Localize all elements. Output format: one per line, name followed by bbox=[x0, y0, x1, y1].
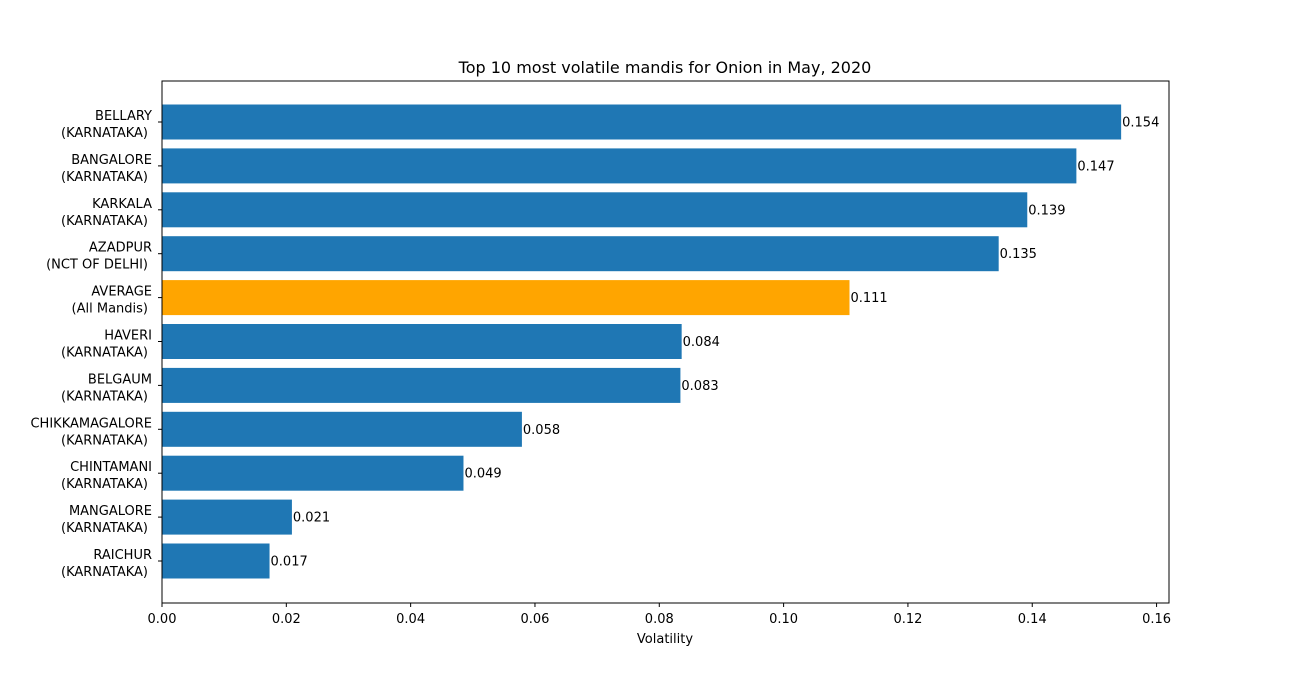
y-tick-sublabel: (All Mandis) bbox=[72, 302, 148, 317]
bar-value-label: 0.084 bbox=[683, 335, 720, 350]
y-tick-label: RAICHUR bbox=[93, 548, 152, 563]
bar-value-label: 0.147 bbox=[1077, 159, 1114, 174]
bar bbox=[162, 367, 681, 403]
y-tick-sublabel: (KARNATAKA) bbox=[61, 521, 148, 536]
y-tick-label: BANGALORE bbox=[71, 153, 152, 168]
x-tick-label: 0.02 bbox=[272, 612, 301, 627]
bar bbox=[162, 455, 464, 491]
bar-value-label: 0.154 bbox=[1122, 116, 1159, 131]
y-tick-sublabel: (KARNATAKA) bbox=[61, 433, 148, 448]
bar-value-label: 0.139 bbox=[1028, 203, 1065, 218]
bar bbox=[162, 236, 999, 272]
bar bbox=[162, 324, 682, 359]
bar-value-label: 0.049 bbox=[464, 467, 501, 482]
plot-frame bbox=[161, 80, 1170, 604]
y-tick-label: BELLARY bbox=[95, 109, 152, 124]
x-axis-label: Volatility bbox=[637, 632, 693, 647]
y-tick-label: HAVERI bbox=[104, 329, 152, 344]
bar-value-label: 0.017 bbox=[271, 555, 308, 570]
x-tick-label: 0.06 bbox=[520, 612, 549, 627]
bar-value-label: 0.058 bbox=[523, 423, 560, 438]
bar-value-label: 0.135 bbox=[1000, 247, 1037, 262]
y-tick-sublabel: (KARNATAKA) bbox=[61, 126, 148, 141]
y-axis: BELLARY (KARNATAKA) BANGALORE (KARNATAKA) KA… bbox=[30, 109, 162, 580]
y-tick-sublabel: (KARNATAKA) bbox=[61, 389, 148, 404]
x-tick-label: 0.12 bbox=[893, 612, 922, 627]
y-tick-label: CHIKKAMAGALORE bbox=[30, 416, 152, 431]
bar-value-label: 0.083 bbox=[681, 379, 718, 394]
x-tick-label: 0.14 bbox=[1018, 612, 1047, 627]
y-tick-label: AZADPUR bbox=[89, 241, 152, 256]
bar bbox=[162, 148, 1077, 184]
chart-title: Top 10 most volatile mandis for Onion in… bbox=[458, 58, 872, 77]
y-tick-label: BELGAUM bbox=[88, 372, 152, 387]
y-tick-sublabel: (NCT OF DELHI) bbox=[46, 258, 148, 273]
bar-value-label: 0.111 bbox=[850, 291, 887, 306]
y-tick-sublabel: (KARNATAKA) bbox=[61, 170, 148, 185]
y-tick-sublabel: (KARNATAKA) bbox=[61, 214, 148, 229]
y-tick-sublabel: (KARNATAKA) bbox=[61, 346, 148, 361]
x-tick-label: 0.08 bbox=[645, 612, 674, 627]
bar bbox=[162, 543, 270, 579]
y-tick-label: AVERAGE bbox=[91, 285, 152, 300]
bar bbox=[162, 499, 292, 535]
bar-value-label: 0.021 bbox=[293, 511, 330, 526]
bar bbox=[162, 280, 850, 316]
bar bbox=[162, 192, 1028, 228]
bar bbox=[162, 411, 522, 447]
x-tick-label: 0.16 bbox=[1142, 612, 1171, 627]
y-tick-label: MANGALORE bbox=[69, 504, 152, 519]
x-tick-label: 0.00 bbox=[148, 612, 177, 627]
x-axis: 0.00 0.02 0.04 0.06 0.08 0.10 0.12 0.14 0.16 bbox=[148, 603, 1171, 627]
x-tick-label: 0.04 bbox=[396, 612, 425, 627]
bar bbox=[162, 104, 1122, 140]
x-tick-label: 0.10 bbox=[769, 612, 798, 627]
value-labels-group: 0.154 0.147 0.139 0.135 0.111 0.084 0.083 0.058… bbox=[271, 116, 1160, 570]
y-tick-label: KARKALA bbox=[92, 197, 152, 212]
y-tick-sublabel: (KARNATAKA) bbox=[61, 477, 148, 492]
y-tick-sublabel: (KARNATAKA) bbox=[61, 565, 148, 580]
y-tick-label: CHINTAMANI bbox=[70, 460, 152, 475]
bars-group bbox=[162, 104, 1122, 579]
